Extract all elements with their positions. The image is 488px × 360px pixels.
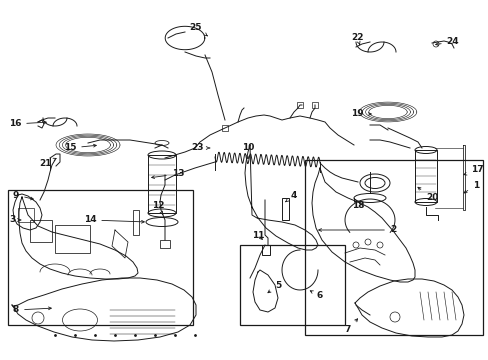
Text: 12: 12 xyxy=(151,201,164,215)
Bar xyxy=(414,150,436,202)
Bar xyxy=(262,245,269,255)
Text: 2: 2 xyxy=(318,225,395,234)
Text: 9: 9 xyxy=(13,190,33,200)
Text: 3: 3 xyxy=(9,216,20,225)
Text: 16: 16 xyxy=(9,120,46,129)
Bar xyxy=(311,102,317,108)
Text: 19: 19 xyxy=(350,109,370,118)
Bar xyxy=(30,220,52,242)
Text: 25: 25 xyxy=(189,22,207,36)
Text: 21: 21 xyxy=(40,158,56,167)
Text: 1: 1 xyxy=(463,180,478,193)
Text: 7: 7 xyxy=(344,319,357,334)
Bar xyxy=(222,125,227,131)
Text: 8: 8 xyxy=(13,306,51,315)
Text: 15: 15 xyxy=(63,144,96,153)
Text: 13: 13 xyxy=(151,170,184,179)
Bar xyxy=(55,225,90,253)
Text: 23: 23 xyxy=(191,144,209,153)
Bar xyxy=(133,210,139,235)
Text: 11: 11 xyxy=(251,230,264,239)
Bar xyxy=(160,240,170,248)
Text: 20: 20 xyxy=(417,187,437,202)
Bar xyxy=(8,190,193,325)
Text: 22: 22 xyxy=(350,32,363,44)
Text: 6: 6 xyxy=(309,291,323,301)
Text: 5: 5 xyxy=(267,280,281,293)
Bar xyxy=(18,208,34,222)
Text: 10: 10 xyxy=(242,144,254,158)
Text: 24: 24 xyxy=(435,37,458,46)
Text: 17: 17 xyxy=(463,166,482,175)
Text: 4: 4 xyxy=(285,190,297,202)
Bar xyxy=(240,245,345,325)
Text: 14: 14 xyxy=(83,216,144,225)
Text: 18: 18 xyxy=(351,199,364,211)
Bar xyxy=(305,160,482,335)
Bar xyxy=(296,102,303,108)
Bar xyxy=(282,198,288,220)
Bar xyxy=(148,155,176,213)
